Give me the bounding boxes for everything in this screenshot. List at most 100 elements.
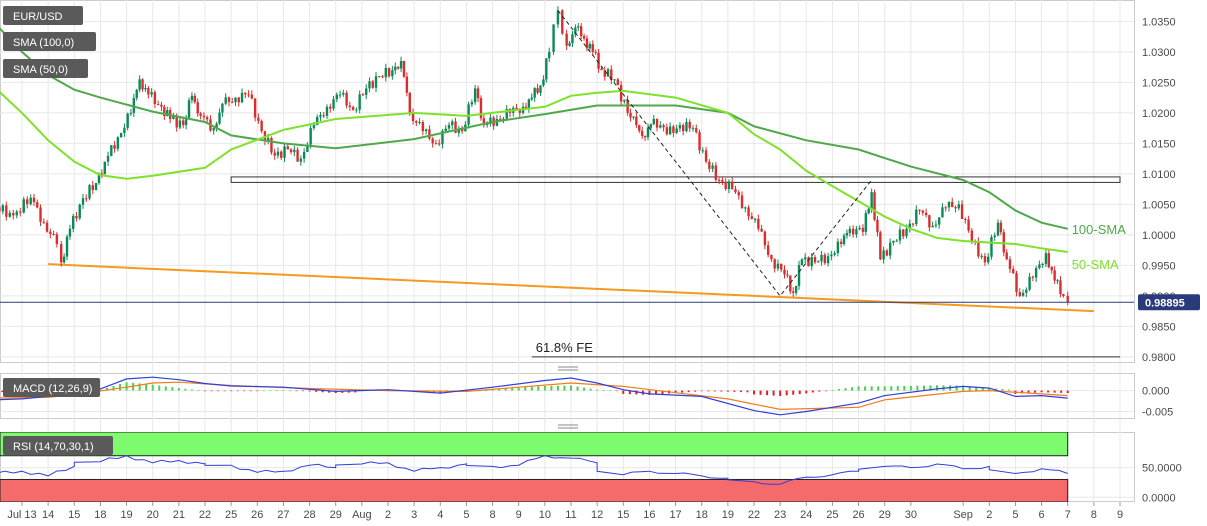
sma-100-label[interactable]: SMA (100,0): [3, 32, 96, 51]
candle: [714, 162, 718, 182]
candle: [944, 205, 947, 212]
candle: [638, 124, 641, 133]
macd-histogram-bar: [537, 386, 540, 391]
candle: [36, 199, 39, 209]
candle: [763, 230, 767, 250]
y-tick-label: 1.0000: [1142, 230, 1176, 242]
macd-histogram-bar: [105, 387, 108, 391]
macd-histogram: [1, 382, 1069, 396]
candle: [286, 143, 289, 150]
instrument-label[interactable]: EUR/USD: [3, 6, 83, 25]
macd-histogram-bar: [1060, 390, 1063, 393]
x-tick-label: 12: [591, 509, 603, 521]
candle: [545, 58, 548, 83]
candle: [257, 113, 260, 124]
x-tick-label: 7: [1065, 509, 1071, 521]
macd-histogram-bar: [909, 385, 912, 391]
candle: [489, 114, 492, 127]
candle: [993, 232, 996, 241]
candle: [655, 118, 659, 132]
macd-histogram-bar: [628, 390, 631, 395]
macd-histogram-bar: [230, 390, 233, 392]
macd-histogram-bar: [217, 390, 220, 392]
x-tick-label: 25: [225, 509, 237, 521]
candle: [582, 33, 586, 41]
candle: [65, 234, 69, 261]
candle: [688, 119, 691, 132]
candle: [240, 88, 244, 104]
candle: [293, 145, 296, 157]
candle: [199, 111, 202, 120]
candle: [335, 92, 339, 103]
macd-histogram-bar: [1020, 390, 1023, 394]
candle: [606, 67, 610, 77]
candle: [810, 253, 813, 271]
candle: [780, 263, 783, 273]
candle: [747, 205, 750, 221]
candle: [250, 90, 254, 100]
pane-resize-handle[interactable]: [558, 424, 578, 429]
candle: [289, 148, 293, 155]
macd-histogram-bar: [262, 390, 265, 392]
candle: [332, 95, 335, 111]
rsi-label[interactable]: RSI (14,70,30,1): [3, 436, 113, 455]
candle: [800, 258, 804, 266]
macd-histogram-bar: [151, 384, 154, 391]
macd-label[interactable]: MACD (12,26,9): [3, 378, 100, 397]
candle: [60, 240, 63, 267]
macd-histogram-bar: [988, 388, 991, 391]
candle: [678, 122, 682, 133]
candle: [659, 121, 662, 129]
candle: [652, 114, 655, 126]
candle: [71, 213, 75, 233]
candle: [542, 75, 545, 88]
candle: [42, 218, 45, 225]
candle: [381, 74, 384, 79]
candle: [873, 189, 876, 222]
candle: [911, 222, 915, 228]
macd-histogram-bar: [177, 388, 180, 391]
y-tick-label: 0.9950: [1142, 260, 1176, 272]
macd-histogram-bar: [615, 390, 618, 392]
macd-histogram-bar: [275, 390, 278, 391]
candle: [325, 104, 329, 119]
candle: [672, 124, 675, 138]
macd-histogram-bar: [99, 389, 102, 391]
macd-histogram-bar: [563, 385, 566, 391]
x-tick-label: 5: [1012, 509, 1018, 521]
candle: [797, 260, 801, 290]
candle: [1044, 248, 1048, 268]
macd-histogram-bar: [707, 390, 710, 392]
candle: [405, 72, 409, 97]
candle: [411, 108, 415, 125]
pane-resize-handle[interactable]: [558, 366, 578, 371]
candle: [619, 80, 623, 106]
candle: [698, 129, 701, 154]
candle: [757, 214, 760, 232]
candle: [428, 125, 431, 141]
x-tick-label: Aug: [352, 509, 372, 521]
candle: [986, 252, 990, 265]
main-pane: [0, 0, 1135, 363]
candle: [141, 78, 144, 92]
x-tick-label: 6: [1039, 509, 1045, 521]
sma-50-label[interactable]: SMA (50,0): [3, 59, 88, 78]
candle: [760, 224, 763, 233]
candle: [727, 179, 731, 194]
candle: [276, 147, 280, 159]
x-tick-label: 2: [986, 509, 992, 521]
candle: [1021, 289, 1025, 297]
candle: [640, 126, 644, 139]
candle: [444, 125, 447, 132]
candle: [81, 194, 85, 209]
y-tick-label: 0.000: [1142, 386, 1170, 398]
candle: [960, 200, 964, 219]
y-tick-label: 50.0000: [1142, 463, 1182, 475]
candle: [218, 108, 221, 125]
y-tick-label: 1.0350: [1142, 16, 1176, 28]
macd-histogram-bar: [798, 390, 801, 395]
x-tick-label: 24: [800, 509, 812, 521]
candle: [253, 98, 257, 122]
candle: [100, 169, 104, 179]
